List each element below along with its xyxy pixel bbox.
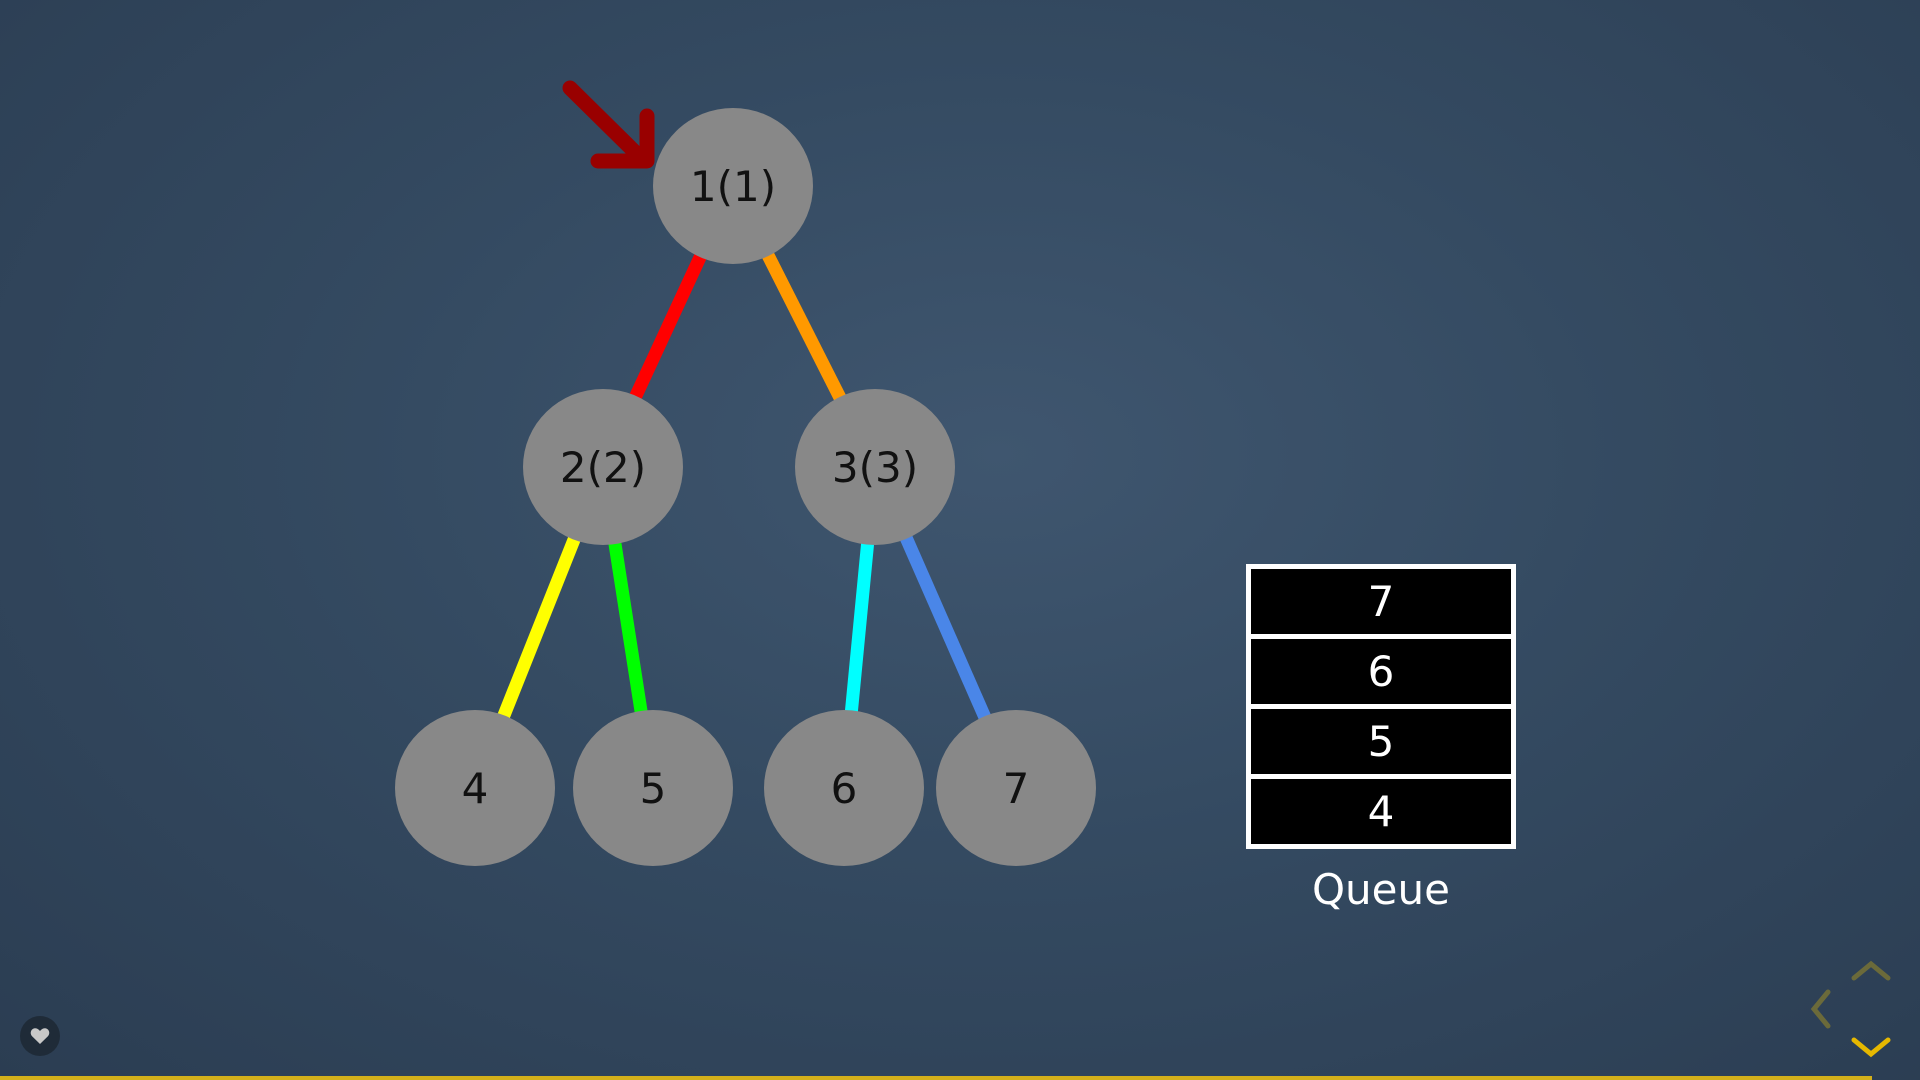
tree-node-circle [395,710,555,866]
tree-node-label: 6 [831,764,858,813]
tree-node-label: 4 [462,764,489,813]
progress-bar [0,1076,1872,1080]
heart-icon [30,1028,50,1044]
tree-node-circle [936,710,1096,866]
queue-cell: 6 [1251,639,1511,704]
tree-edge-n3-n7 [898,530,993,725]
tree-node-label: 3(3) [832,443,918,492]
tree-edge-n2-n4 [495,531,583,724]
tree-edge-n3-n6 [844,538,875,717]
tree-node-label: 1(1) [690,162,776,211]
tree-node: 5 [573,710,733,866]
pointer-arrow-shaft [562,80,651,168]
tree-node-circle [523,389,683,545]
chevron-up-icon[interactable] [1851,960,1891,981]
queue-cell: 5 [1251,709,1511,774]
queue-cell: 4 [1251,779,1511,844]
chevron-left-icon[interactable] [1810,989,1831,1029]
tree-node: 2(2) [523,389,683,545]
tree-edge-n1-n2 [627,248,709,405]
tree-node: 3(3) [795,389,955,545]
queue-cell: 7 [1251,569,1511,634]
tree-node-circle [573,710,733,866]
tree-node-label: 2(2) [560,443,646,492]
tree-node-label: 5 [640,764,667,813]
tree-node-circle [795,389,955,545]
slide-navigation [1790,954,1900,1064]
chevron-down-icon[interactable] [1851,1037,1891,1058]
tree-node-circle [764,710,924,866]
tree-node-label: 7 [1003,764,1030,813]
pointer-arrow-head [590,108,655,169]
queue: 7 6 5 4 [1246,564,1516,849]
tree-node: 6 [764,710,924,866]
tree-node: 4 [395,710,555,866]
tree-edge-n1-n3 [759,247,849,406]
queue-label: Queue [1312,865,1450,914]
like-button[interactable] [20,1016,60,1056]
tree-edge-n2-n5 [607,537,649,718]
tree-node: 1(1) [653,108,813,264]
tree-node-circle [653,108,813,264]
tree-node: 7 [936,710,1096,866]
